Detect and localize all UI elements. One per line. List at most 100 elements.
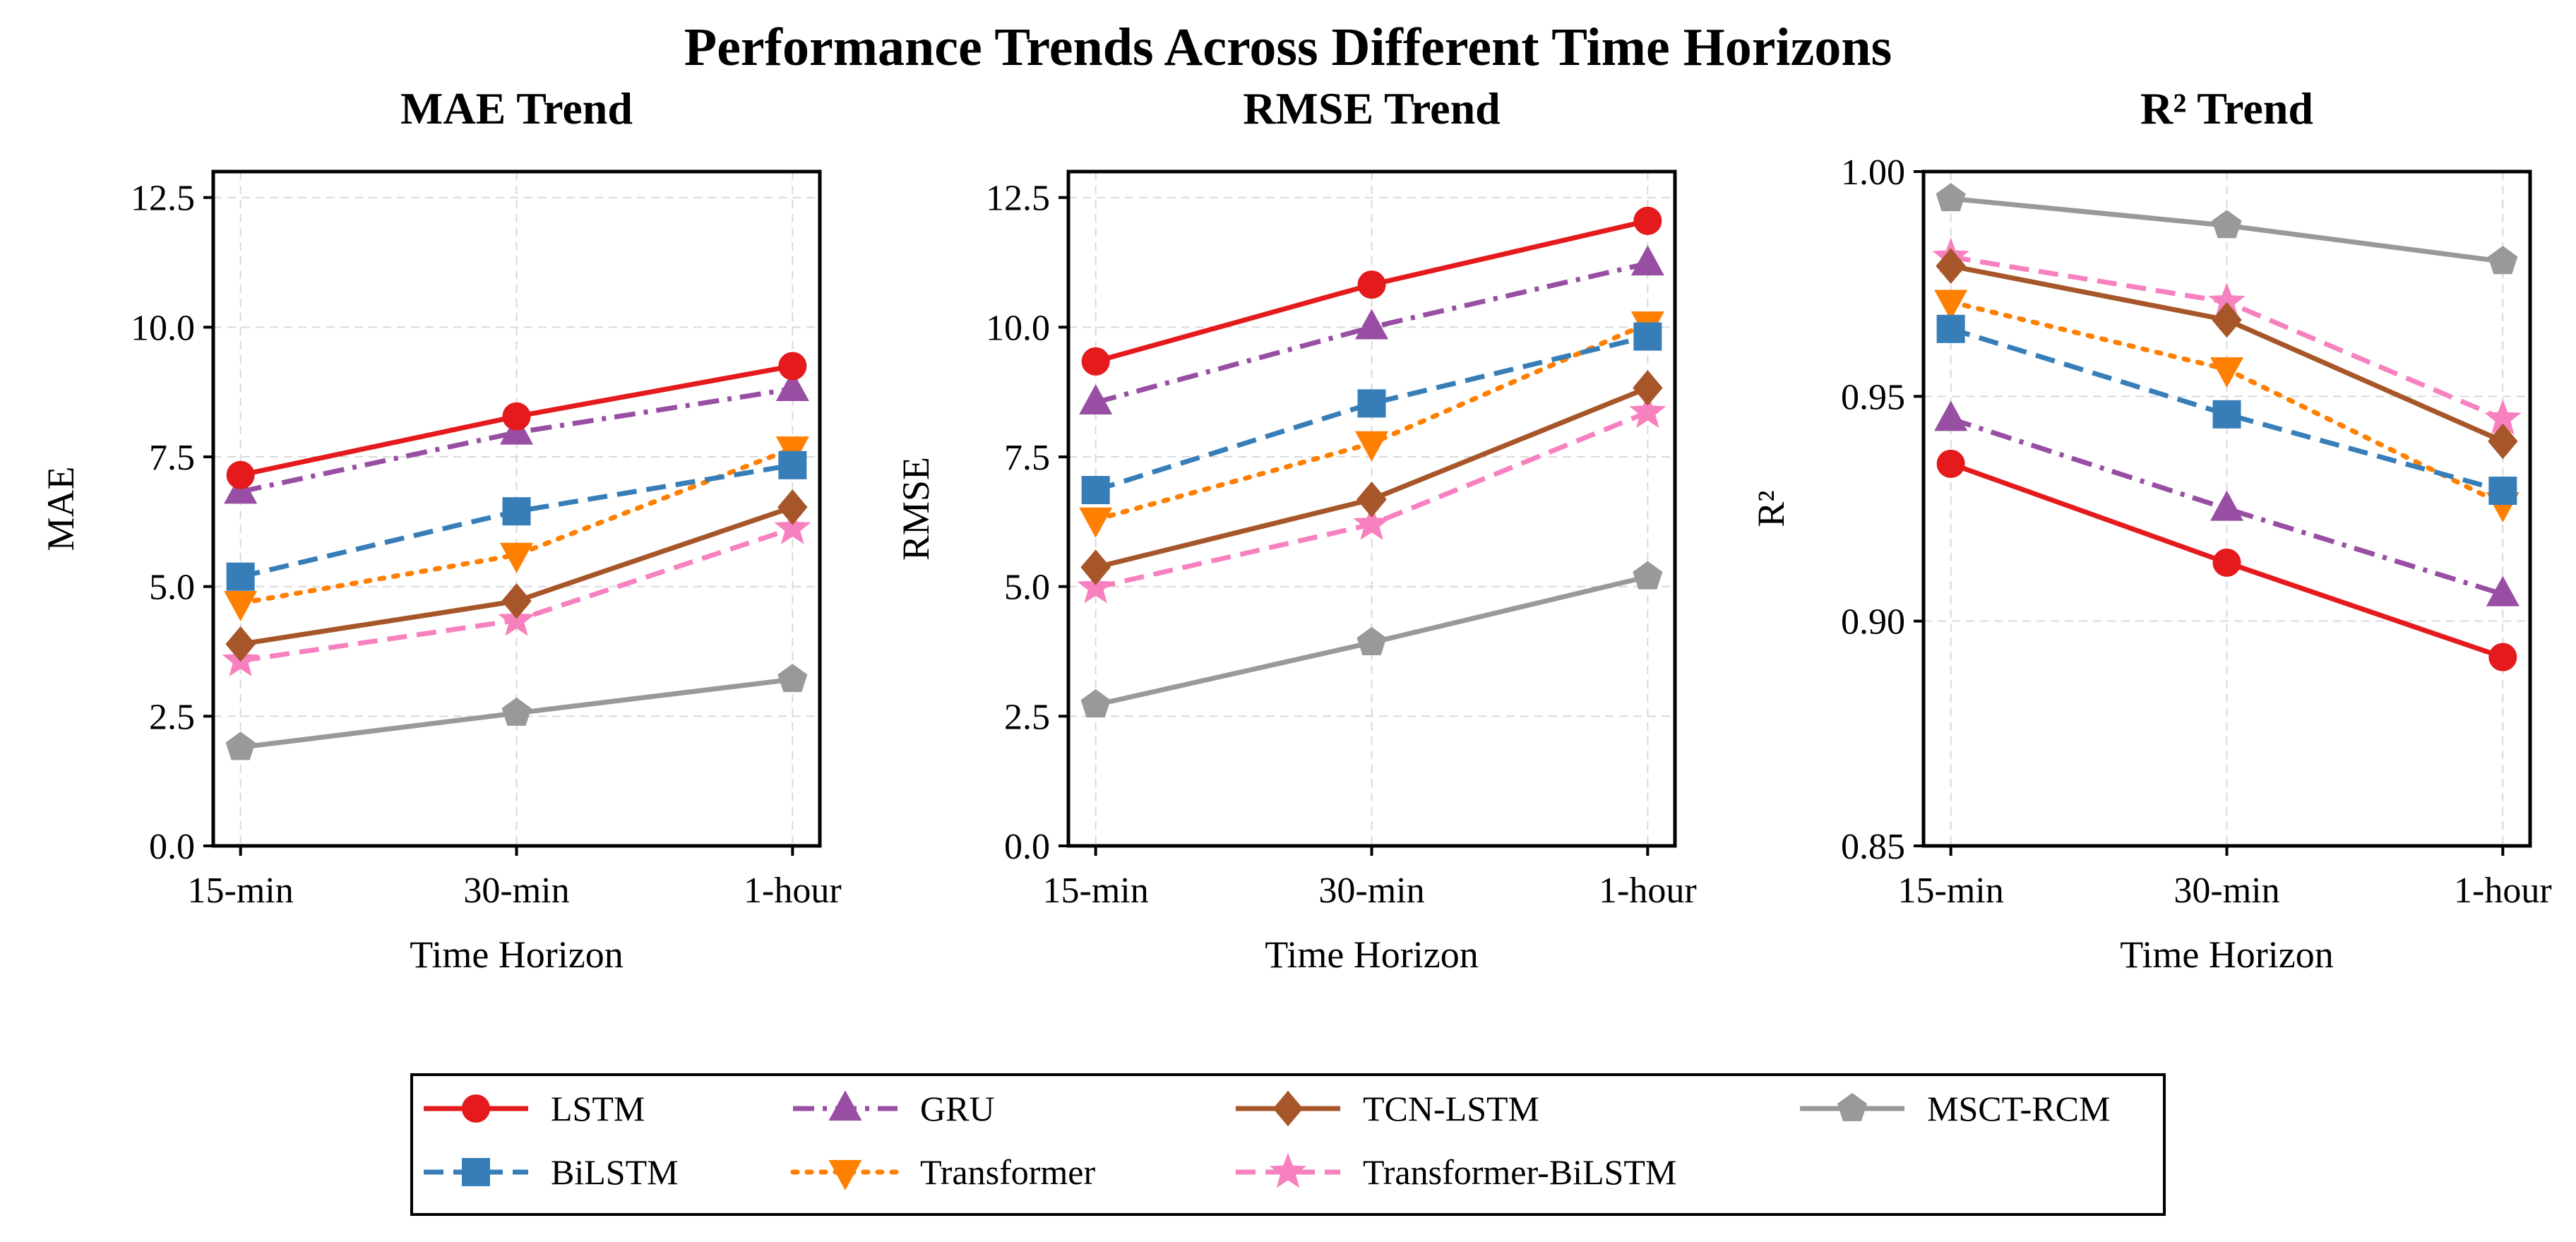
series-gru <box>1079 245 1664 415</box>
chart-panel-rmse: 0.0 2.5 5.0 7.5 10.0 12.5 15-min 30-min 1-hour Ti… <box>895 83 1697 976</box>
series-line-bilstm <box>1950 326 2504 494</box>
data-point-lstm-15-min <box>1936 449 1965 478</box>
x-tick-label: 15-min <box>1898 871 2004 911</box>
data-point-gru-30-min <box>1354 309 1389 340</box>
data-point-transformer-30-min <box>1354 431 1389 462</box>
data-point-lstm-30-min <box>2212 548 2241 577</box>
data-point-bilstm-15-min <box>226 562 255 591</box>
data-point-msct-rcm-30-min <box>1356 626 1387 655</box>
data-point-tcn-lstm-1-hour <box>777 489 808 525</box>
data-point-gru-15-min <box>1079 384 1113 415</box>
data-point-gru-30-min <box>2210 490 2244 521</box>
y-tick-label: 7.5 <box>1004 438 1050 478</box>
data-point-transformer-15-min <box>224 591 258 622</box>
data-point-bilstm-15-min <box>1936 314 1965 343</box>
y-tick-label: 0.85 <box>1841 827 1905 867</box>
panel-title: R² Trend <box>2140 83 2313 133</box>
y-tick-label: 10.0 <box>986 308 1050 348</box>
y-tick-label: 7.5 <box>149 438 195 478</box>
data-point-lstm-30-min <box>502 402 531 431</box>
data-point-msct-rcm-30-min <box>2212 210 2242 239</box>
data-point-bilstm-1-hour <box>2488 477 2517 506</box>
data-point-transformer-bilstm-30-min <box>1353 505 1390 540</box>
legend-label: GRU <box>920 1089 995 1128</box>
legend-label: Transformer-BiLSTM <box>1363 1152 1676 1192</box>
chart-panel-mae: 0.0 2.5 5.0 7.5 10.0 12.5 15-min 30-min 1-hour Ti… <box>40 83 842 976</box>
y-axis-label: R² <box>1750 490 1792 527</box>
data-point-msct-rcm-15-min <box>1080 689 1111 718</box>
data-point-lstm-15-min <box>226 460 255 489</box>
data-point-tcn-lstm-30-min <box>1356 481 1387 518</box>
series-msct-rcm <box>225 664 808 760</box>
legend-entry-transformer: Transformer <box>790 1152 1095 1192</box>
x-tick-label: 30-min <box>1318 871 1424 911</box>
data-point-msct-rcm-1-hour <box>1633 561 1663 590</box>
x-axis-label: Time Horizon <box>1265 933 1479 976</box>
y-tick-label: 0.0 <box>149 827 195 867</box>
data-point-gru-15-min <box>1934 400 1968 431</box>
data-point-lstm-1-hour <box>778 352 807 381</box>
x-tick-label: 30-min <box>463 871 569 911</box>
data-point-tcn-lstm-1-hour <box>2488 423 2518 460</box>
data-point-msct-rcm-1-hour <box>2488 246 2518 275</box>
legend-label: LSTM <box>551 1089 645 1128</box>
data-point-lstm-1-hour <box>2488 643 2517 671</box>
series-tcn-lstm <box>1936 248 2518 460</box>
series-bilstm <box>1936 314 2517 506</box>
legend-marker-bilstm <box>462 1158 490 1186</box>
x-axis-label: Time Horizon <box>2120 933 2334 976</box>
legend-marker-tcn-lstm <box>1272 1090 1304 1127</box>
series-lstm <box>1936 449 2517 671</box>
series-gru <box>1934 400 2520 607</box>
data-point-tcn-lstm-30-min <box>2212 301 2242 338</box>
y-tick-label: 0.95 <box>1841 377 1905 417</box>
y-tick-label: 1.00 <box>1841 153 1905 193</box>
series-transformer-bilstm <box>1077 393 1666 604</box>
data-point-msct-rcm-15-min <box>225 732 256 760</box>
series-bilstm <box>1081 322 1662 505</box>
data-point-gru-1-hour <box>2486 575 2520 607</box>
y-axis-label: RMSE <box>895 457 937 561</box>
data-point-transformer-bilstm-1-hour <box>1629 393 1666 429</box>
legend-entry-lstm: LSTM <box>424 1089 645 1128</box>
series-msct-rcm <box>1080 561 1663 718</box>
x-tick-label: 30-min <box>2174 871 2279 911</box>
panel-title: RMSE Trend <box>1243 83 1501 133</box>
series-lstm <box>226 352 807 489</box>
data-point-tcn-lstm-1-hour <box>1633 370 1663 406</box>
data-point-transformer-15-min <box>1934 289 1968 321</box>
legend-entry-bilstm: BiLSTM <box>424 1152 679 1192</box>
legend-label: MSCT-RCM <box>1927 1089 2110 1128</box>
data-point-transformer-bilstm-1-hour <box>774 508 811 544</box>
legend-marker-msct-rcm <box>1837 1092 1868 1121</box>
series-tcn-lstm <box>1080 370 1663 585</box>
legend: LSTM GRU TCN-LSTM MSCT-RCM BiLSTM Transformer… <box>410 1073 2166 1216</box>
legend-entry-gru: GRU <box>793 1089 995 1128</box>
legend-marker-lstm <box>462 1094 490 1123</box>
y-tick-label: 5.0 <box>149 568 195 608</box>
data-point-lstm-15-min <box>1081 347 1110 376</box>
series-lstm <box>1081 206 1662 376</box>
data-point-gru-1-hour <box>775 370 809 401</box>
y-tick-label: 5.0 <box>1004 568 1050 608</box>
legend-marker-transformer-bilstm <box>1269 1152 1307 1188</box>
data-point-bilstm-30-min <box>1357 389 1386 418</box>
data-point-gru-1-hour <box>1630 245 1664 276</box>
data-point-msct-rcm-30-min <box>501 697 532 726</box>
x-tick-label: 1-hour <box>1599 871 1697 911</box>
legend-label: BiLSTM <box>551 1152 679 1192</box>
series-transformer <box>224 436 809 622</box>
series-line-gru <box>239 386 793 494</box>
y-tick-label: 2.5 <box>149 697 195 737</box>
series-msct-rcm <box>1936 183 2518 275</box>
y-tick-label: 0.90 <box>1841 602 1905 643</box>
legend-label: TCN-LSTM <box>1363 1089 1539 1128</box>
panel-title: MAE Trend <box>400 83 633 133</box>
legend-entry-msct-rcm: MSCT-RCM <box>1800 1089 2110 1128</box>
y-tick-label: 12.5 <box>986 179 1050 219</box>
y-tick-label: 10.0 <box>131 308 195 348</box>
series-line-bilstm <box>1095 334 1649 493</box>
data-point-bilstm-30-min <box>502 497 531 526</box>
data-point-lstm-30-min <box>1357 270 1386 299</box>
